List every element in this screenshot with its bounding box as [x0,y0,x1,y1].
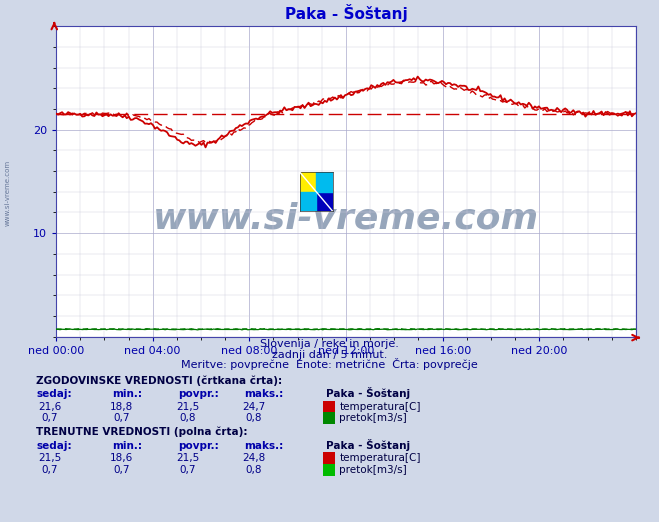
Text: zadnji dan / 5 minut.: zadnji dan / 5 minut. [272,350,387,360]
Text: Slovenija / reke in morje.: Slovenija / reke in morje. [260,339,399,349]
Text: Paka - Šoštanj: Paka - Šoštanj [326,438,411,450]
Text: 0,7: 0,7 [41,413,58,423]
Text: pretok[m3/s]: pretok[m3/s] [339,413,407,423]
Text: temperatura[C]: temperatura[C] [339,401,421,411]
Text: 0,8: 0,8 [245,465,262,475]
Text: TRENUTNE VREDNOSTI (polna črta):: TRENUTNE VREDNOSTI (polna črta): [36,427,248,437]
Text: 0,7: 0,7 [179,465,196,475]
Text: povpr.:: povpr.: [178,441,219,450]
Text: maks.:: maks.: [244,389,283,399]
Text: Meritve: povprečne  Enote: metrične  Črta: povprečje: Meritve: povprečne Enote: metrične Črta:… [181,358,478,370]
Text: 21,5: 21,5 [176,401,200,411]
Title: Paka - Šoštanj: Paka - Šoštanj [285,4,407,22]
Text: sedaj:: sedaj: [36,441,72,450]
Text: 0,8: 0,8 [245,413,262,423]
Text: temperatura[C]: temperatura[C] [339,453,421,463]
Text: pretok[m3/s]: pretok[m3/s] [339,465,407,475]
Text: 18,6: 18,6 [110,453,134,463]
Polygon shape [316,172,333,192]
Text: sedaj:: sedaj: [36,389,72,399]
Text: maks.:: maks.: [244,441,283,450]
Text: 24,8: 24,8 [242,453,266,463]
Text: 24,7: 24,7 [242,401,266,411]
Polygon shape [300,192,316,211]
Text: 0,7: 0,7 [113,413,130,423]
Text: Paka - Šoštanj: Paka - Šoštanj [326,387,411,399]
Text: min.:: min.: [112,441,142,450]
Text: 21,5: 21,5 [38,453,61,463]
Text: 0,7: 0,7 [41,465,58,475]
Text: 18,8: 18,8 [110,401,134,411]
Text: 21,6: 21,6 [38,401,61,411]
Text: 0,7: 0,7 [113,465,130,475]
Text: 21,5: 21,5 [176,453,200,463]
Text: 0,8: 0,8 [179,413,196,423]
Polygon shape [316,192,333,211]
Polygon shape [300,172,316,192]
Text: min.:: min.: [112,389,142,399]
Text: povpr.:: povpr.: [178,389,219,399]
Text: www.si-vreme.com: www.si-vreme.com [5,160,11,226]
Text: www.si-vreme.com: www.si-vreme.com [153,201,539,235]
Text: ZGODOVINSKE VREDNOSTI (črtkana črta):: ZGODOVINSKE VREDNOSTI (črtkana črta): [36,375,282,386]
